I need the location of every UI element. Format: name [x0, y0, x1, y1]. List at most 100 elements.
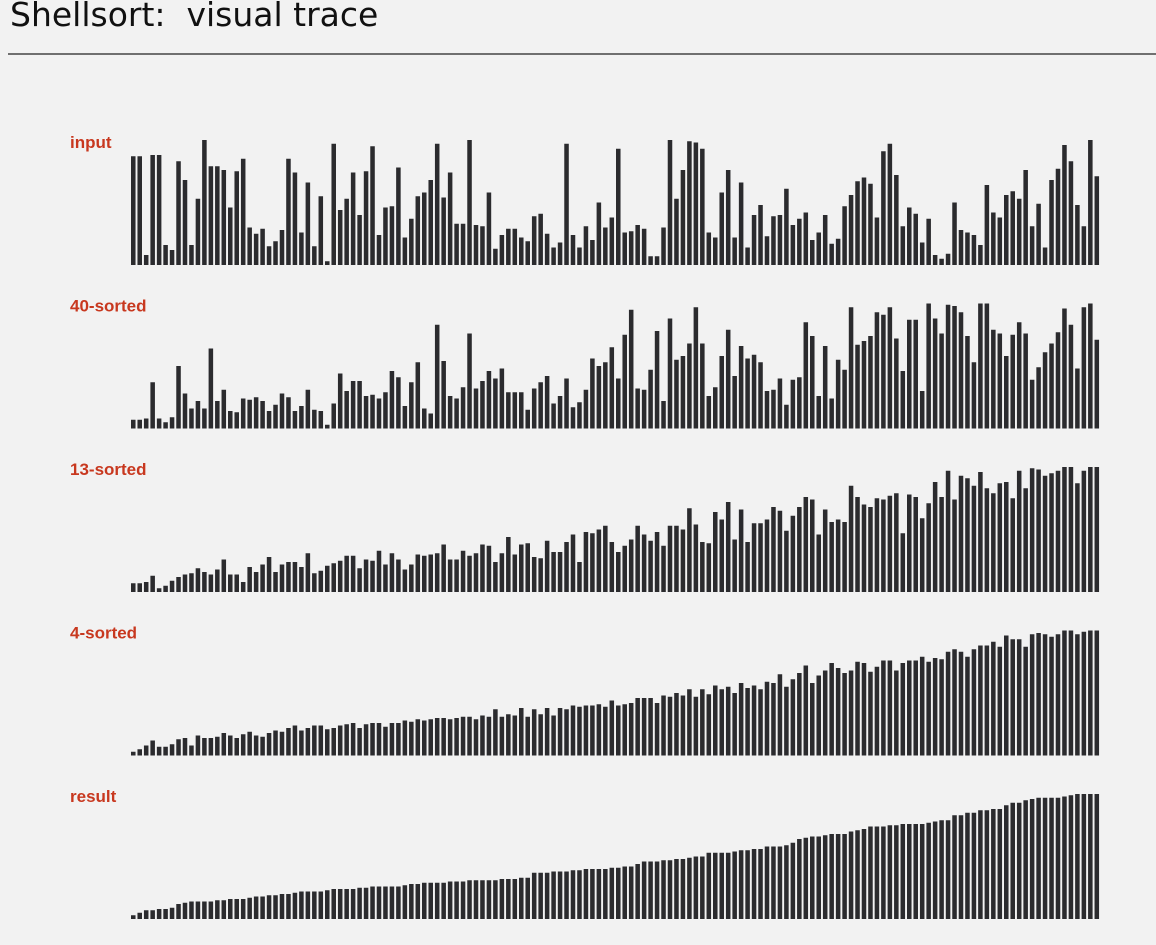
bar — [887, 660, 893, 756]
bar — [583, 869, 589, 919]
bar — [299, 891, 304, 919]
bar — [648, 861, 653, 919]
bar — [376, 398, 382, 429]
bar — [835, 519, 841, 592]
bar — [855, 497, 860, 592]
bar — [202, 140, 207, 265]
bar — [163, 585, 168, 592]
bar — [622, 334, 627, 429]
bar — [460, 387, 466, 429]
bar — [228, 574, 233, 592]
bar — [764, 391, 770, 429]
bar — [674, 359, 679, 429]
bar — [706, 543, 712, 592]
bar — [1062, 145, 1067, 265]
bar — [958, 312, 964, 429]
bar — [499, 368, 505, 429]
bar — [816, 232, 821, 265]
bar — [570, 407, 576, 429]
bar — [738, 683, 744, 756]
bar — [318, 891, 324, 919]
bar — [965, 336, 970, 429]
bar — [1062, 308, 1067, 429]
bar — [667, 696, 673, 756]
bar — [900, 663, 906, 756]
bar — [945, 651, 951, 756]
bar — [279, 230, 285, 265]
bar — [299, 730, 304, 756]
bar — [570, 235, 576, 265]
bar — [674, 525, 679, 592]
bar — [932, 658, 938, 756]
bar — [512, 228, 518, 265]
bar — [299, 232, 304, 265]
bar — [182, 393, 188, 429]
bar — [344, 391, 349, 429]
bar — [434, 143, 440, 265]
bar — [551, 552, 556, 592]
bar — [919, 391, 925, 429]
bar — [1068, 161, 1074, 265]
bar — [564, 378, 569, 429]
bar — [874, 826, 880, 919]
bar — [486, 545, 492, 592]
bar — [376, 550, 382, 592]
bar — [176, 904, 181, 919]
bar — [1055, 797, 1061, 919]
bar — [189, 245, 194, 265]
bar — [706, 232, 712, 265]
bar — [971, 485, 977, 592]
bar — [202, 738, 207, 756]
bar — [402, 885, 408, 919]
bar — [758, 849, 763, 919]
bar — [984, 645, 990, 756]
bar — [363, 559, 369, 592]
bar — [777, 846, 783, 919]
bar — [835, 834, 841, 919]
bar — [519, 237, 524, 265]
bar — [486, 880, 492, 919]
bar — [680, 529, 686, 592]
bar — [667, 860, 673, 919]
bar — [551, 715, 556, 756]
bar — [350, 723, 356, 756]
bar — [363, 171, 369, 265]
bar — [713, 387, 718, 429]
bar — [325, 890, 330, 919]
bar — [797, 673, 802, 756]
bar — [577, 870, 582, 919]
bar — [156, 746, 162, 756]
bar — [493, 248, 498, 265]
bar — [467, 555, 472, 592]
bar — [829, 663, 834, 756]
bar — [738, 850, 744, 919]
bar — [919, 518, 925, 592]
bar — [318, 725, 324, 756]
bar — [253, 397, 259, 429]
bar — [758, 205, 763, 265]
bar — [706, 396, 712, 429]
bar — [350, 172, 356, 265]
bar — [1010, 639, 1015, 756]
bar — [363, 396, 369, 429]
bar — [764, 519, 770, 592]
bar — [745, 358, 750, 429]
bar — [228, 411, 233, 429]
bar — [512, 554, 518, 592]
bar — [415, 362, 421, 429]
bar — [460, 550, 466, 592]
bar — [486, 192, 492, 265]
bar — [376, 886, 382, 919]
bar — [654, 256, 660, 265]
bar — [415, 719, 421, 756]
bar — [1036, 797, 1041, 919]
bar — [1081, 307, 1087, 429]
bar — [842, 834, 847, 919]
bar — [363, 724, 369, 756]
bar — [635, 698, 640, 756]
bar — [215, 401, 220, 429]
bar — [777, 510, 783, 592]
bar — [758, 523, 763, 592]
bar — [751, 523, 757, 592]
bar — [1042, 352, 1048, 429]
